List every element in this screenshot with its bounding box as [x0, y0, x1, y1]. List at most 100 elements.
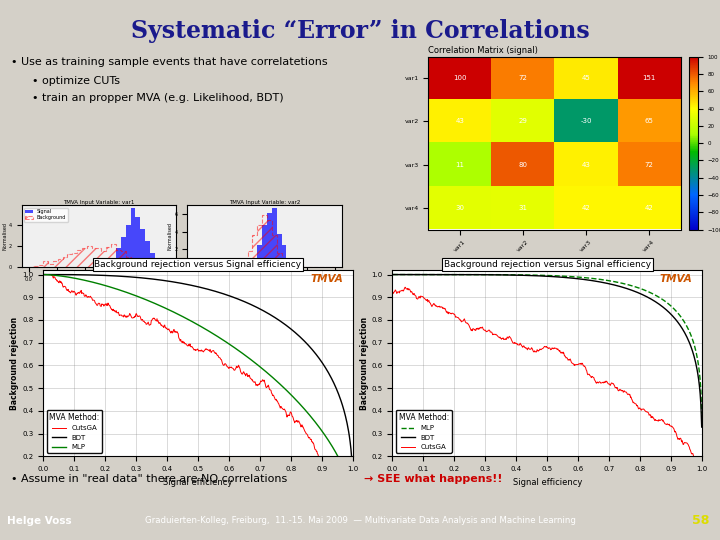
BDT: [264, 310, 272, 316]
CutsGA: [401, 284, 410, 291]
Title: TMVA Input Variable: var2: TMVA Input Variable: var2: [229, 200, 300, 205]
MLP: [426, 271, 434, 278]
Text: 11: 11: [456, 161, 464, 168]
CutsGA: [39, 271, 48, 278]
MLP: [264, 370, 272, 377]
Text: 43: 43: [456, 118, 464, 125]
Y-axis label: Background rejection: Background rejection: [360, 316, 369, 410]
MLP: [340, 464, 348, 471]
Text: 30: 30: [456, 205, 464, 211]
X-axis label: Signal efficiency: Signal efficiency: [163, 477, 233, 487]
Text: • Assume in "real data" there are NO correlations: • Assume in "real data" there are NO cor…: [11, 474, 287, 484]
MLP: [76, 276, 85, 282]
BDT: [426, 271, 434, 278]
MLP: [489, 272, 498, 278]
Title: Background rejection versus Signal efficiency: Background rejection versus Signal effic…: [94, 260, 302, 269]
Text: 65: 65: [644, 118, 654, 125]
CutsGA: [595, 379, 604, 385]
Text: 43: 43: [582, 161, 590, 168]
CutsGA: [621, 389, 630, 395]
Text: 151: 151: [642, 75, 656, 82]
MLP: [510, 272, 519, 278]
CutsGA: [698, 464, 706, 471]
BDT: [611, 282, 620, 288]
CutsGA: [119, 313, 127, 319]
Y-axis label: Background rejection: Background rejection: [11, 316, 19, 410]
Text: 80: 80: [518, 161, 528, 168]
CutsGA: [571, 362, 580, 368]
Polygon shape: [194, 208, 335, 267]
Line: CutsGA: CutsGA: [392, 287, 702, 468]
MLP: [698, 410, 706, 417]
MLP: [388, 271, 397, 278]
MLP: [161, 305, 170, 312]
CutsGA: [179, 340, 188, 346]
CutsGA: [444, 308, 452, 315]
MLP: [39, 271, 48, 278]
Line: BDT: BDT: [43, 274, 353, 468]
Polygon shape: [29, 208, 169, 267]
MLP: [611, 279, 620, 285]
Legend: Signal, Background: Signal, Background: [24, 208, 68, 221]
Text: → SEE what happens!!: → SEE what happens!!: [364, 474, 502, 484]
CutsGA: [272, 396, 281, 402]
CutsGA: [695, 464, 703, 471]
BDT: [489, 272, 498, 278]
Text: • Use as training sample events that have correlatetions: • Use as training sample events that hav…: [11, 57, 328, 67]
Text: • optimize CUTs: • optimize CUTs: [32, 76, 120, 86]
Title: TMVA Input Variable: var1: TMVA Input Variable: var1: [63, 200, 135, 205]
MLP: [262, 369, 271, 375]
BDT: [76, 272, 85, 278]
Text: 42: 42: [644, 205, 654, 211]
Text: Helge Voss: Helge Voss: [7, 516, 72, 525]
Text: 45: 45: [582, 75, 590, 82]
Text: 29: 29: [518, 118, 528, 125]
CutsGA: [388, 289, 397, 296]
Text: 58: 58: [692, 514, 709, 527]
BDT: [388, 271, 397, 278]
CutsGA: [246, 374, 254, 381]
Text: 100: 100: [453, 75, 467, 82]
Y-axis label: Normalised: Normalised: [2, 222, 7, 250]
CutsGA: [528, 347, 537, 354]
Line: BDT: BDT: [392, 274, 702, 427]
Text: 72: 72: [518, 75, 528, 82]
MLP: [582, 275, 591, 281]
Title: Background rejection versus Signal efficiency: Background rejection versus Signal effic…: [444, 260, 651, 269]
BDT: [510, 272, 519, 278]
Text: Graduierten-Kolleg, Freiburg,  11.-15. Mai 2009  — Multivariate Data Analysis an: Graduierten-Kolleg, Freiburg, 11.-15. Ma…: [145, 516, 575, 525]
MLP: [613, 279, 621, 286]
CutsGA: [323, 464, 331, 471]
Text: 31: 31: [518, 205, 528, 211]
Legend: MLP, BDT, CutsGA: MLP, BDT, CutsGA: [396, 410, 451, 453]
CutsGA: [94, 300, 102, 307]
BDT: [39, 271, 48, 278]
BDT: [698, 424, 706, 430]
CutsGA: [221, 361, 230, 367]
Text: 72: 72: [644, 161, 654, 168]
BDT: [582, 276, 591, 283]
MLP: [348, 464, 357, 471]
Text: TMVA: TMVA: [660, 274, 693, 284]
CutsGA: [348, 464, 357, 471]
BDT: [161, 278, 170, 284]
Text: 42: 42: [582, 205, 590, 211]
X-axis label: Signal efficiency: Signal efficiency: [513, 477, 582, 487]
Text: Correlation Matrix (signal): Correlation Matrix (signal): [428, 45, 539, 55]
Text: TMVA: TMVA: [311, 274, 343, 284]
BDT: [140, 275, 148, 281]
Line: CutsGA: CutsGA: [43, 274, 353, 468]
Y-axis label: Normalised: Normalised: [168, 222, 173, 250]
Text: • train an propper MVA (e.g. Likelihood, BDT): • train an propper MVA (e.g. Likelihood,…: [32, 93, 284, 103]
Text: -30: -30: [580, 118, 592, 125]
BDT: [348, 464, 357, 471]
BDT: [233, 296, 242, 302]
Line: MLP: MLP: [43, 274, 353, 468]
MLP: [233, 347, 242, 353]
Text: Systematic “Error” in Correlations: Systematic “Error” in Correlations: [130, 19, 590, 43]
BDT: [262, 309, 271, 316]
BDT: [613, 282, 621, 289]
CutsGA: [468, 326, 477, 332]
Legend: CutsGA, BDT, MLP: CutsGA, BDT, MLP: [47, 410, 102, 453]
MLP: [140, 296, 148, 302]
